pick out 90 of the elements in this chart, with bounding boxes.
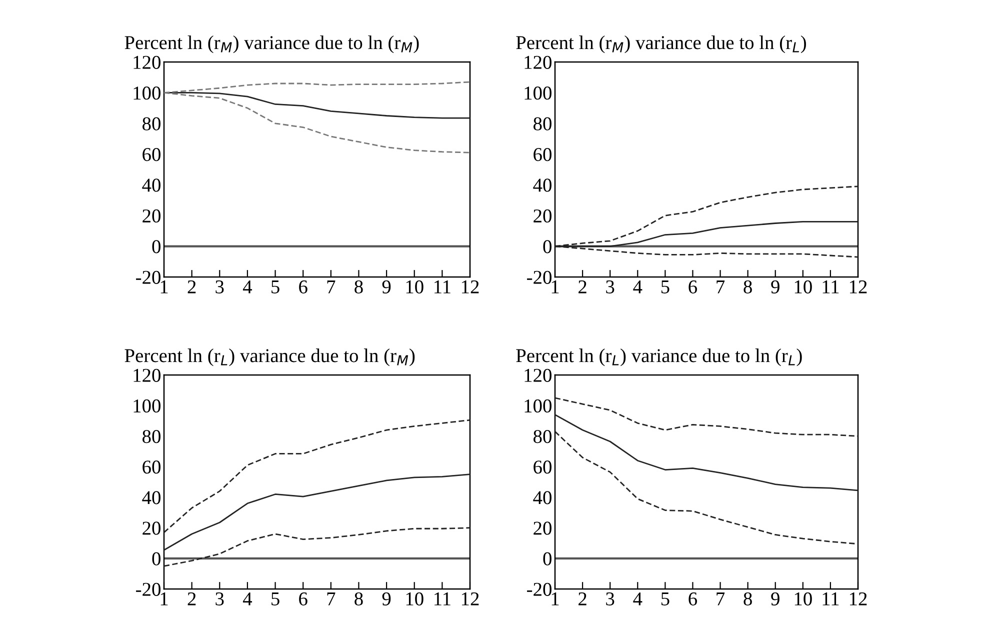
- x-tick-label: 7: [716, 280, 725, 294]
- x-tick-label: 12: [462, 592, 479, 606]
- y-tick-label: 120: [524, 368, 552, 382]
- y-tick-label: 60: [142, 460, 160, 474]
- x-tick-label: 8: [354, 592, 363, 606]
- x-tick-label: 2: [188, 592, 196, 606]
- x-tick-label: 4: [242, 592, 252, 606]
- x-tick-label: 4: [633, 592, 642, 606]
- x-tick-label: 11: [434, 280, 450, 294]
- x-tick-label: 10: [794, 592, 812, 606]
- x-tick-label: 11: [822, 280, 839, 294]
- line-series: [555, 397, 858, 437]
- x-tick-label: 7: [327, 280, 336, 294]
- y-tick-label: 0: [152, 240, 160, 254]
- line-series: [164, 474, 470, 551]
- x-tick-label: 12: [462, 280, 479, 294]
- y-tick-label: -20: [527, 270, 552, 284]
- y-tick-label: 20: [534, 522, 552, 535]
- x-tick-label: 10: [406, 280, 424, 294]
- x-tick-label: 2: [578, 280, 586, 294]
- x-tick-label: 1: [552, 280, 559, 294]
- y-tick-label: 100: [524, 86, 552, 100]
- line-series: [555, 414, 858, 492]
- y-tick-label: -20: [136, 582, 160, 596]
- line-series: [164, 527, 470, 567]
- y-tick-label: 0: [152, 552, 160, 566]
- y-tick-label: 100: [524, 399, 552, 413]
- y-tick-label: 20: [534, 209, 552, 223]
- y-tick-label: 20: [142, 209, 160, 223]
- chart-title: Percent ln (r$_{M}$) variance due to ln (r$_{L}$): [516, 36, 806, 54]
- x-tick-label: 1: [552, 592, 559, 606]
- x-tick-label: 8: [744, 592, 752, 606]
- y-tick-label: 40: [142, 491, 160, 504]
- x-tick-label: 9: [382, 592, 391, 606]
- x-tick-label: 11: [822, 592, 839, 606]
- x-tick-label: 6: [299, 592, 308, 606]
- y-tick-label: 40: [142, 178, 160, 192]
- y-tick-label: 80: [534, 117, 552, 130]
- x-tick-label: 7: [716, 592, 725, 606]
- y-tick-label: 120: [134, 368, 160, 382]
- x-tick-label: 5: [272, 280, 280, 294]
- y-tick-label: 60: [534, 148, 552, 162]
- x-tick-label: 1: [160, 280, 168, 294]
- x-tick-label: 12: [850, 280, 867, 294]
- chart-title: Percent ln (r$_{L}$) variance due to ln (r$_{L}$): [516, 348, 802, 366]
- x-tick-label: 9: [382, 280, 391, 294]
- x-tick-label: 6: [299, 280, 308, 294]
- x-tick-label: 6: [688, 592, 698, 606]
- y-tick-label: -20: [527, 582, 552, 596]
- x-tick-label: 10: [794, 280, 812, 294]
- y-tick-label: 80: [534, 430, 552, 444]
- x-tick-label: 3: [606, 280, 614, 294]
- chart-title: Percent ln (r$_{M}$) variance due to ln (r$_{M}$): [124, 36, 419, 54]
- y-tick-label: 120: [524, 56, 552, 69]
- y-tick-label: 20: [142, 522, 160, 535]
- y-tick-label: 60: [534, 460, 552, 474]
- x-tick-label: 9: [771, 592, 780, 606]
- x-tick-label: 7: [327, 592, 336, 606]
- x-tick-label: 10: [406, 592, 424, 606]
- x-tick-label: 2: [188, 280, 196, 294]
- x-tick-label: 8: [354, 280, 363, 294]
- x-tick-label: 9: [771, 280, 780, 294]
- x-tick-label: 3: [216, 592, 224, 606]
- y-tick-label: 80: [142, 430, 160, 444]
- y-tick-label: 0: [543, 552, 552, 566]
- y-tick-label: 100: [134, 86, 160, 100]
- chart-title: Percent ln (r$_{L}$) variance due to ln (r$_{M}$): [124, 348, 415, 366]
- y-tick-label: -20: [136, 270, 160, 284]
- x-tick-label: 1: [160, 592, 168, 606]
- x-tick-label: 12: [850, 592, 867, 606]
- x-tick-label: 5: [661, 280, 670, 294]
- x-tick-label: 11: [434, 592, 450, 606]
- x-tick-label: 5: [661, 592, 670, 606]
- line-series: [164, 419, 470, 534]
- y-tick-label: 60: [142, 148, 160, 162]
- x-tick-label: 2: [578, 592, 586, 606]
- x-tick-label: 5: [272, 592, 280, 606]
- y-tick-label: 120: [134, 56, 160, 69]
- x-tick-label: 3: [216, 280, 224, 294]
- line-series: [555, 430, 858, 545]
- y-tick-label: 80: [142, 117, 160, 130]
- y-tick-label: 40: [533, 178, 552, 192]
- x-tick-label: 6: [688, 280, 698, 294]
- y-tick-label: 40: [533, 491, 552, 504]
- x-tick-label: 4: [242, 280, 252, 294]
- y-tick-label: 0: [543, 240, 552, 254]
- x-tick-label: 4: [633, 280, 642, 294]
- x-tick-label: 8: [744, 280, 752, 294]
- x-tick-label: 3: [606, 592, 614, 606]
- y-tick-label: 100: [134, 399, 160, 413]
